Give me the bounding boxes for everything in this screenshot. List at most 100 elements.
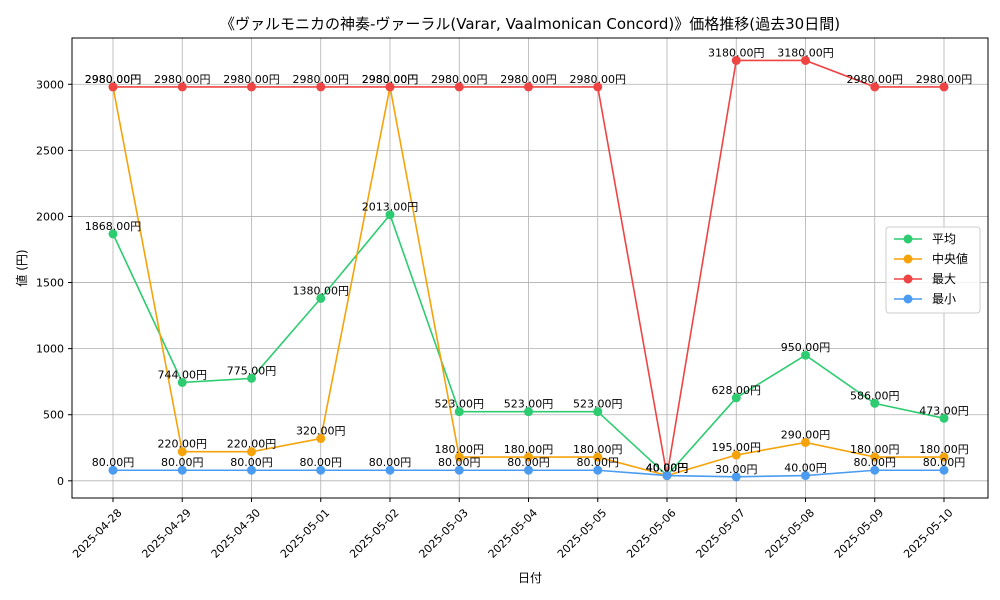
data-point: [731, 55, 741, 65]
data-point: [108, 229, 118, 239]
data-point: [593, 82, 603, 92]
data-point: [801, 350, 810, 360]
x-tick-label: 2025-05-06: [624, 506, 678, 560]
data-label: 2013.00円: [362, 201, 419, 214]
data-label: 220.00円: [227, 438, 277, 451]
data-label: 40.00円: [646, 462, 689, 475]
data-point: [177, 447, 187, 457]
y-tick-label: 2500: [36, 144, 64, 157]
data-point: [870, 465, 880, 475]
data-label: 2980.00円: [570, 73, 627, 86]
x-tick-label: 2025-05-02: [347, 506, 401, 560]
data-label: 523.00円: [504, 398, 554, 411]
data-label: 195.00円: [712, 441, 762, 454]
data-point: [939, 452, 949, 462]
data-point: [801, 437, 810, 447]
x-tick-label: 2025-05-08: [763, 506, 817, 560]
data-point: [177, 377, 187, 387]
data-label: 40.00円: [646, 462, 689, 475]
data-point: [177, 82, 187, 92]
data-point: [593, 465, 603, 475]
x-tick-label: 2025-04-29: [139, 506, 193, 560]
data-point: [385, 465, 395, 475]
data-label: 2980.00円: [362, 73, 419, 86]
data-point: [316, 293, 326, 303]
data-point: [939, 465, 949, 475]
series-2: [108, 55, 949, 481]
data-label: 180.00円: [504, 443, 554, 456]
data-label: 2980.00円: [431, 73, 488, 86]
data-point: [524, 82, 533, 92]
legend-swatch-marker: [903, 254, 913, 264]
data-label: 320.00円: [296, 425, 346, 438]
data-point: [385, 82, 395, 92]
data-point: [593, 407, 603, 417]
data-label: 3180.00円: [708, 46, 765, 59]
grid: [72, 38, 988, 498]
legend-label: 平均: [932, 232, 956, 246]
chart-title: 《ヴァルモニカの神奏-ヴァーラル(Varar, Vaalmonican Conc…: [220, 15, 840, 33]
data-labels: 1868.00円 744.00円 775.00円 1380.00円 2013.00円 52…: [85, 46, 973, 475]
data-point: [177, 465, 187, 475]
legend-swatch-marker: [903, 234, 913, 244]
x-tick-label: 2025-05-10: [901, 506, 955, 560]
data-point: [316, 82, 326, 92]
data-label: 950.00円: [781, 341, 831, 354]
data-label: 40.00円: [784, 462, 827, 475]
data-label: 2980.00円: [293, 73, 350, 86]
data-point: [108, 465, 118, 475]
data-label: 80.00円: [577, 456, 620, 469]
y-tick-label: 500: [43, 409, 64, 422]
data-point: [801, 471, 810, 481]
x-tick-label: 2025-05-01: [278, 506, 332, 560]
data-label: 2980.00円: [847, 73, 904, 86]
data-label: 2980.00円: [154, 73, 211, 86]
data-label: 2980.00円: [85, 73, 142, 86]
data-label: 290.00円: [781, 428, 831, 441]
series-layer: [108, 55, 949, 482]
data-point: [662, 471, 672, 481]
data-point: [385, 210, 395, 220]
data-label: 2980.00円: [85, 73, 142, 86]
data-label: 180.00円: [919, 443, 969, 456]
data-label: 3180.00円: [777, 46, 834, 59]
data-point: [454, 465, 464, 475]
data-label: 80.00円: [161, 456, 204, 469]
x-tick-label: 2025-05-04: [486, 506, 540, 560]
data-point: [454, 82, 464, 92]
data-label: 80.00円: [507, 456, 550, 469]
data-point: [247, 82, 256, 92]
data-label: 744.00円: [158, 368, 208, 381]
data-label: 80.00円: [369, 456, 412, 469]
data-label: 2980.00円: [223, 73, 280, 86]
series-0: [108, 210, 949, 481]
data-label: 80.00円: [230, 456, 273, 469]
data-label: 1380.00円: [293, 284, 350, 297]
y-tick-label: 2000: [36, 210, 64, 223]
data-point: [593, 452, 603, 462]
data-label: 80.00円: [854, 456, 897, 469]
data-point: [939, 413, 949, 423]
data-label: 80.00円: [300, 456, 343, 469]
data-label: 2980.00円: [916, 73, 973, 86]
data-point: [870, 398, 880, 408]
data-label: 523.00円: [435, 398, 485, 411]
data-label: 2980.00円: [362, 73, 419, 86]
y-tick-label: 3000: [36, 78, 64, 91]
data-label: 775.00円: [227, 364, 277, 377]
legend-label: 最小: [932, 292, 956, 306]
data-point: [801, 55, 810, 65]
legend-label: 最大: [932, 272, 956, 286]
x-tick-label: 2025-04-28: [70, 506, 124, 560]
x-axis-label: 日付: [518, 571, 542, 585]
data-label: 40.00円: [646, 462, 689, 475]
data-point: [731, 450, 741, 460]
plot-frame: [71, 37, 989, 499]
data-point: [939, 82, 949, 92]
data-label: 586.00円: [850, 389, 900, 402]
data-point: [731, 393, 741, 403]
data-label: 2980.00円: [500, 73, 557, 86]
legend-label: 中央値: [932, 251, 968, 266]
